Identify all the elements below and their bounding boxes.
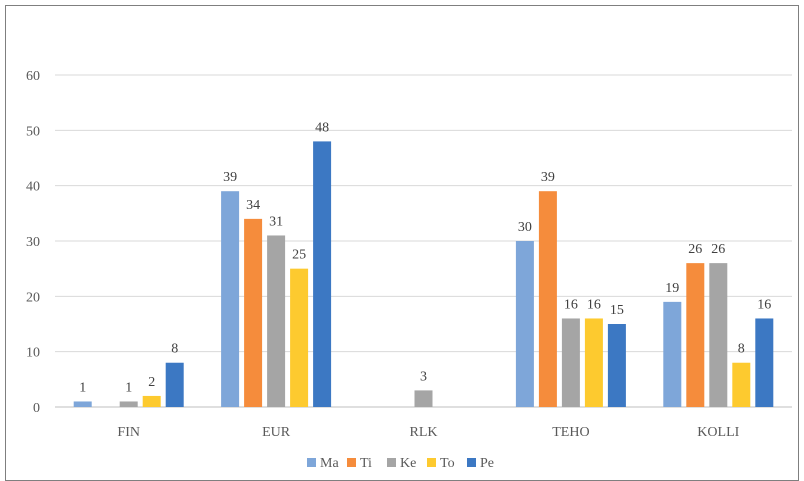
data-label: 16 (757, 297, 771, 312)
bar-teho-ke (561, 318, 580, 407)
bar-teho-pe (607, 324, 626, 407)
bar-teho-to (584, 318, 603, 407)
x-tick-label: RLK (410, 425, 438, 440)
data-label: 16 (587, 297, 601, 312)
bar-kolli-ti (686, 263, 705, 407)
data-label: 1 (125, 380, 132, 395)
data-label: 25 (292, 248, 306, 263)
data-label: 1 (79, 380, 86, 395)
bar-rlk-ke (414, 390, 433, 407)
x-tick-label: TEHO (552, 425, 589, 440)
x-tick-label: KOLLI (697, 425, 739, 440)
data-label: 26 (711, 242, 725, 257)
legend-label: Ke (400, 456, 416, 471)
data-label: 2 (148, 375, 155, 390)
bar-eur-ti (244, 218, 263, 407)
x-tick-label: FIN (117, 425, 140, 440)
legend-swatch (427, 458, 436, 467)
data-label: 39 (541, 170, 555, 185)
legend-swatch (307, 458, 316, 467)
bar-eur-ma (221, 191, 240, 407)
bar-fin-pe (165, 362, 184, 407)
data-label: 39 (223, 170, 237, 185)
bar-fin-ma (73, 401, 92, 407)
data-label: 16 (564, 297, 578, 312)
data-label: 8 (738, 342, 745, 357)
bar-fin-ke (119, 401, 138, 407)
bar-kolli-pe (755, 318, 774, 407)
data-label: 31 (269, 214, 283, 229)
data-label: 15 (610, 303, 624, 318)
legend-swatch (347, 458, 356, 467)
legend-label: Ma (320, 456, 339, 471)
legend-label: Ti (360, 456, 372, 471)
legend-swatch (387, 458, 396, 467)
y-tick-label: 30 (26, 235, 40, 250)
bar-eur-pe (313, 141, 332, 407)
legend-label: To (440, 456, 455, 471)
y-tick-label: 40 (26, 180, 40, 195)
data-label: 34 (246, 198, 260, 213)
bar-teho-ti (538, 191, 557, 407)
bar-fin-to (142, 395, 161, 407)
bar-eur-to (290, 268, 309, 407)
data-label: 48 (315, 120, 329, 135)
data-label: 30 (518, 220, 532, 235)
legend-swatch (467, 458, 476, 467)
bar-eur-ke (267, 235, 286, 407)
data-label: 26 (688, 242, 702, 257)
bar-kolli-to (732, 362, 751, 407)
bar-teho-ma (515, 241, 534, 407)
y-tick-label: 50 (26, 124, 40, 139)
y-tick-label: 60 (26, 69, 40, 84)
y-tick-label: 20 (26, 290, 40, 305)
y-tick-label: 10 (26, 346, 40, 361)
bar-kolli-ke (709, 263, 728, 407)
data-label: 8 (171, 342, 178, 357)
x-tick-label: EUR (262, 425, 291, 440)
y-tick-label: 0 (33, 401, 40, 416)
data-label: 3 (420, 369, 427, 384)
data-label: 19 (665, 281, 679, 296)
bar-kolli-ma (663, 301, 682, 407)
legend-label: Pe (480, 456, 494, 471)
